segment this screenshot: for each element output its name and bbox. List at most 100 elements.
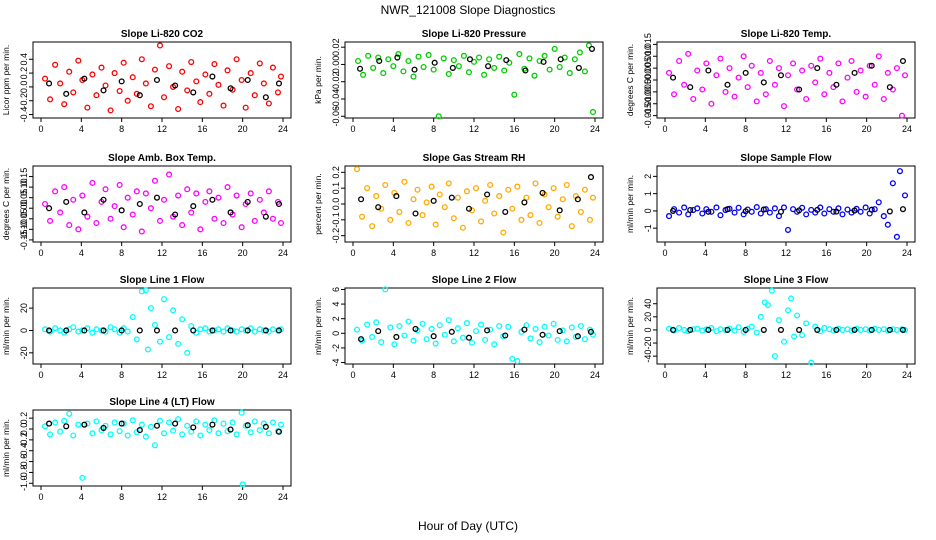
data-point [415, 53, 422, 60]
data-point [435, 113, 442, 120]
x-tick-label: 4 [703, 248, 708, 258]
data-point [405, 219, 412, 227]
data-point [260, 80, 267, 87]
data-point [364, 321, 371, 328]
data-point [742, 208, 749, 215]
data-point [784, 72, 792, 79]
series-black [46, 327, 283, 334]
y-tick-label: 0.0 [19, 81, 29, 94]
data-point [118, 207, 125, 214]
data-point [753, 329, 760, 336]
data-point [817, 328, 824, 335]
data-point [430, 197, 437, 204]
x-tick-label: 20 [238, 492, 248, 502]
data-point [566, 70, 573, 77]
data-point [722, 88, 729, 95]
data-point [491, 210, 498, 217]
data-point [771, 205, 778, 212]
panel-title: Slope Line 1 Flow [120, 275, 205, 286]
data-point [576, 49, 583, 56]
series-colored [41, 171, 285, 235]
data-point [52, 325, 59, 332]
data-point [47, 431, 54, 438]
data-point [209, 196, 216, 203]
x-tick-label: 20 [550, 248, 560, 258]
data-point [448, 328, 455, 335]
data-point [777, 72, 785, 79]
data-point [586, 216, 594, 223]
data-point [47, 96, 54, 103]
panel-ylabel: ml/min per min. [1, 297, 11, 355]
data-point [835, 60, 842, 67]
data-point [129, 74, 136, 81]
data-point [166, 63, 173, 70]
x-tick-label: 12 [157, 248, 167, 258]
data-point [411, 66, 418, 73]
data-point [209, 327, 216, 334]
data-point [803, 211, 810, 218]
data-point [893, 65, 900, 72]
data-point [247, 429, 254, 436]
x-tick-label: 24 [902, 124, 912, 134]
x-tick-label: 0 [662, 124, 667, 134]
data-point [100, 424, 107, 431]
data-point [690, 326, 697, 333]
panel-title: Slope Li-820 Temp. [741, 29, 832, 40]
data-point [81, 75, 88, 82]
data-point [262, 94, 269, 101]
panel-ylabel: ml/min per min. [625, 175, 635, 233]
y-tick-label: -0.15 [19, 230, 29, 251]
data-point [242, 327, 249, 334]
x-tick-label: 4 [79, 124, 84, 134]
y-tick-label: 6 [331, 287, 341, 292]
y-tick-label: -0.8 [19, 465, 29, 481]
data-point [188, 58, 195, 66]
x-tick-label: 4 [703, 124, 708, 134]
data-point [478, 321, 485, 328]
data-point [790, 60, 797, 67]
data-point [89, 430, 96, 437]
data-point [814, 65, 821, 72]
x-tick-label: 12 [781, 124, 791, 134]
data-point [251, 328, 258, 335]
data-point [568, 223, 575, 230]
figure-xlabel: Hour of Day (UTC) [418, 519, 518, 533]
data-point [175, 416, 182, 423]
y-tick-label: -0.015 [643, 103, 653, 129]
data-point [536, 339, 543, 346]
data-point [376, 57, 383, 65]
data-point [724, 326, 731, 333]
data-point [868, 326, 875, 333]
data-point [500, 229, 507, 236]
chart-panel-8: Slope Line 2 Flow ml/min per min. 0 4 8 12 16 2… [313, 275, 604, 380]
data-point [47, 328, 54, 335]
data-point [275, 80, 283, 87]
data-point [151, 442, 158, 449]
data-point [833, 326, 840, 333]
data-point [215, 81, 222, 88]
data-point [179, 316, 186, 323]
data-point [107, 431, 114, 438]
data-point [541, 323, 548, 330]
data-point [156, 42, 164, 49]
x-tick-label: 20 [862, 124, 872, 134]
data-point [170, 427, 177, 434]
data-point [396, 208, 403, 215]
data-point [775, 65, 782, 72]
data-point [753, 98, 760, 105]
data-point [358, 196, 365, 203]
data-point [142, 190, 149, 197]
data-point [901, 326, 909, 333]
data-point [694, 67, 701, 74]
y-tick-label: 0.10 [19, 178, 29, 196]
data-point [546, 66, 553, 73]
data-point [705, 208, 712, 215]
data-point [581, 68, 588, 75]
data-point [501, 67, 508, 74]
x-tick-label: 12 [781, 248, 791, 258]
data-point [61, 184, 68, 191]
y-tick-label: -0.1 [331, 212, 341, 228]
y-tick-label: 4 [331, 302, 341, 307]
data-point [760, 206, 767, 213]
data-point [757, 210, 764, 217]
